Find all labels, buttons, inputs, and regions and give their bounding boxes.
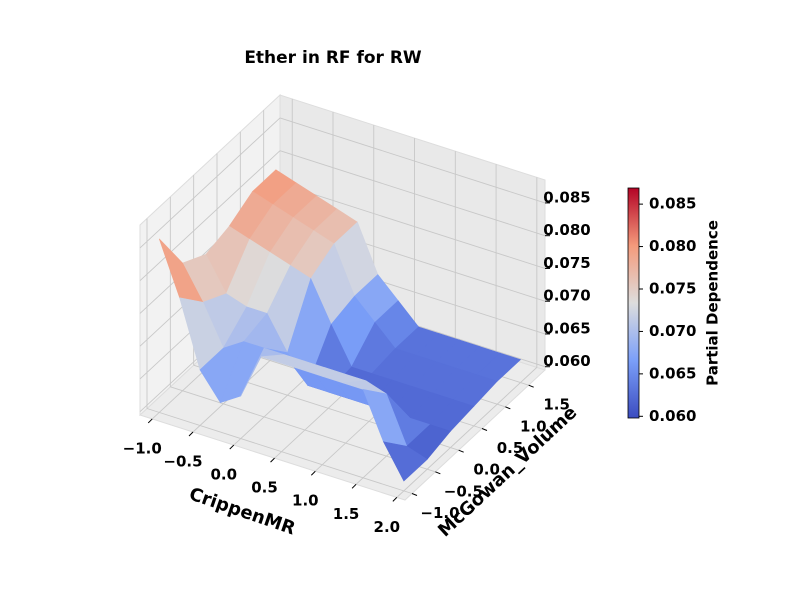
- x-tick: [188, 431, 194, 437]
- colorbar-tick-label: 0.085: [649, 195, 696, 213]
- y-tick: [481, 428, 488, 431]
- x-tick-label: 0.5: [251, 479, 278, 497]
- z-grid-line: [279, 183, 546, 269]
- z-tick-label: 0.075: [543, 254, 590, 272]
- y-tick-label: 1.5: [543, 396, 570, 414]
- colorbar-tick-label: 0.075: [649, 279, 696, 297]
- y-tick-label: 0.5: [497, 439, 524, 457]
- x-tick-label: −0.5: [163, 453, 202, 471]
- x-tick-label: 1.5: [333, 505, 360, 523]
- z-tick-label: 0.065: [543, 319, 590, 337]
- y-grid-line: [146, 408, 413, 494]
- y-tick: [528, 384, 534, 388]
- z-tick-label: 0.070: [543, 287, 590, 305]
- labels: −1.0−0.50.00.51.01.52.0−1.0−0.50.00.51.0…: [123, 188, 697, 535]
- colorbar-tick-label: 0.065: [649, 364, 696, 382]
- x-tick: [229, 444, 235, 450]
- z-grid-line: [279, 150, 546, 237]
- z-tick-label: 0.085: [543, 188, 590, 206]
- x-tick-label: 1.0: [292, 492, 319, 510]
- x-grid-line: [396, 367, 538, 498]
- z-grid-line: [139, 150, 281, 282]
- y-tick: [505, 406, 511, 410]
- chart-title: Ether in RF for RW: [244, 48, 422, 68]
- y-tick-label: −1.0: [420, 504, 459, 522]
- x-tick: [270, 457, 275, 463]
- surface: [158, 169, 522, 482]
- colorbar: [627, 187, 640, 419]
- x-tick-label: −1.0: [123, 439, 162, 457]
- y-tick: [411, 493, 418, 496]
- x-tick: [351, 483, 357, 489]
- y-tick-label: −0.5: [444, 482, 483, 500]
- x-tick: [147, 418, 153, 424]
- x-tick: [310, 470, 316, 476]
- x-tick: [392, 497, 398, 502]
- y-grid-line: [170, 386, 436, 473]
- z-tick-label: 0.080: [543, 221, 590, 239]
- colorbar-tick-label: 0.060: [649, 407, 696, 425]
- z-grid-line: [139, 117, 281, 249]
- colorbar-tick-label: 0.070: [649, 322, 696, 340]
- colorbar-tick-label: 0.080: [649, 237, 696, 255]
- colorbar-label: Partial Dependence: [704, 220, 722, 386]
- y-tick: [435, 471, 441, 475]
- y-tick: [458, 449, 464, 453]
- y-tick-label: 0.0: [473, 461, 500, 479]
- x-tick-label: 2.0: [374, 518, 401, 536]
- x-tick-label: 0.0: [210, 466, 237, 484]
- y-tick-label: 1.0: [520, 417, 547, 435]
- surface-cell: [382, 441, 428, 482]
- z-tick-label: 0.060: [543, 352, 590, 370]
- x-axis-label: CrippenMR: [186, 484, 298, 540]
- z-grid-line: [279, 117, 546, 204]
